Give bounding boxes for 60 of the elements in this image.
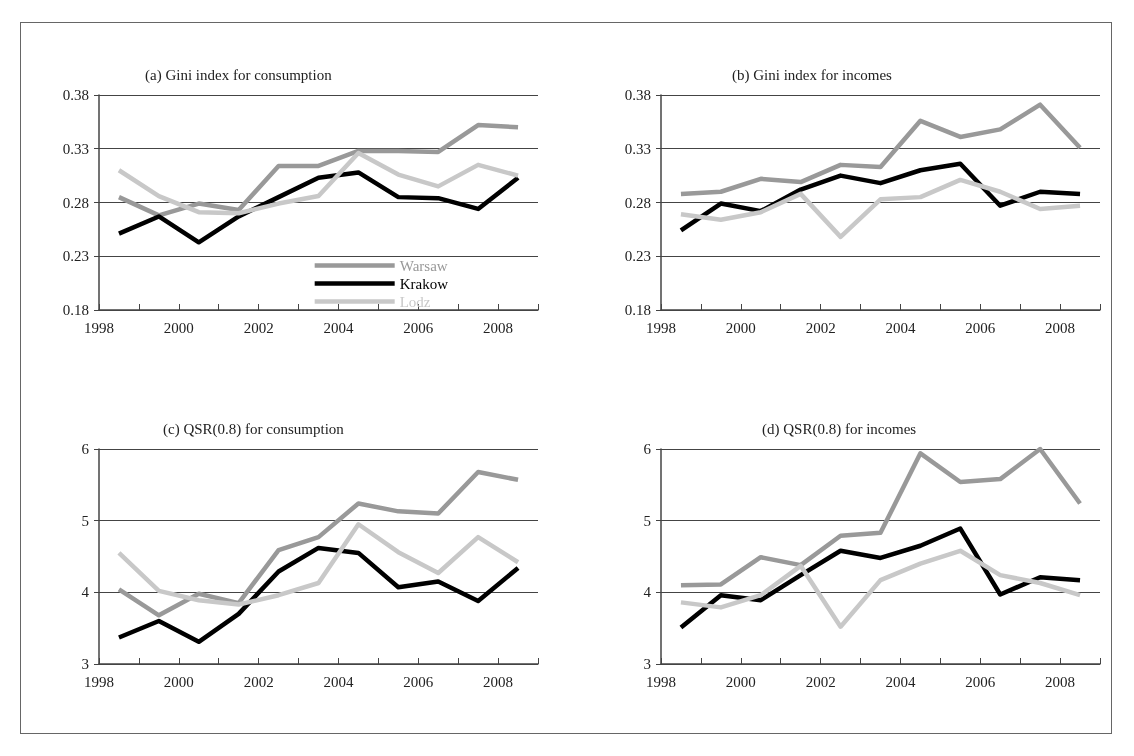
line-series xyxy=(678,526,1083,630)
y-tick-label: 0.38 xyxy=(62,87,89,103)
x-tick-label: 2006 xyxy=(403,673,434,690)
y-tick-label: 6 xyxy=(81,441,90,457)
y-tick-label: 0.18 xyxy=(624,302,651,318)
x-tick-label: 2004 xyxy=(885,319,916,336)
y-tick-label: 0.23 xyxy=(62,248,89,265)
y-tick-label: 0.28 xyxy=(62,194,89,211)
chart-title: (a) Gini index for consumption xyxy=(145,66,333,84)
x-tick-label: 2000 xyxy=(163,673,194,690)
y-tick-label: 0.38 xyxy=(624,87,651,103)
x-tick-label: 2000 xyxy=(725,673,756,690)
x-tick-label: 2008 xyxy=(483,319,514,336)
x-tick-label: 1998 xyxy=(646,319,676,336)
y-tick-label: 0.18 xyxy=(62,302,89,318)
y-tick-label: 0.33 xyxy=(62,140,89,157)
y-tick-label: 5 xyxy=(643,512,651,529)
line-series xyxy=(116,122,521,218)
text: Krakow xyxy=(399,275,449,292)
x-tick-label: 2004 xyxy=(885,673,916,690)
y-tick-label: 4 xyxy=(81,584,90,601)
x-tick-label: 1998 xyxy=(646,673,676,690)
chart-title: (d) QSR(0.8) for incomes xyxy=(762,420,917,438)
line-series xyxy=(116,170,521,245)
line-series xyxy=(678,446,1083,588)
x-tick-label: 2004 xyxy=(323,319,354,336)
line-series xyxy=(116,150,521,216)
y-tick-label: 3 xyxy=(643,656,651,672)
line-series xyxy=(678,177,1083,240)
x-tick-label: 2004 xyxy=(323,673,354,690)
y-tick-label: 0.28 xyxy=(624,194,651,211)
y-tick-label: 0.33 xyxy=(624,140,651,157)
x-tick-label: 2006 xyxy=(403,319,434,336)
x-tick-label: 2002 xyxy=(243,319,274,336)
x-tick-label: 2002 xyxy=(805,319,836,336)
line-series xyxy=(116,522,521,607)
y-tick-label: 6 xyxy=(643,441,652,457)
y-tick-label: 3 xyxy=(81,656,89,672)
line-series xyxy=(678,102,1083,197)
line-series xyxy=(678,548,1083,629)
x-tick-label: 2002 xyxy=(243,673,274,690)
x-tick-label: 1998 xyxy=(84,673,114,690)
x-tick-label: 2008 xyxy=(1045,673,1076,690)
x-tick-label: 2006 xyxy=(965,673,996,690)
line-series xyxy=(116,469,521,618)
y-tick-label: 0.23 xyxy=(624,248,651,265)
x-tick-label: 2008 xyxy=(483,673,514,690)
chart-title: (c) QSR(0.8) for consumption xyxy=(163,420,345,438)
text: Warsaw xyxy=(399,257,448,274)
x-tick-label: 2000 xyxy=(725,319,756,336)
x-tick-label: 2008 xyxy=(1045,319,1076,336)
x-tick-label: 1998 xyxy=(84,319,114,336)
y-tick-label: 4 xyxy=(643,584,652,601)
x-tick-label: 2002 xyxy=(805,673,836,690)
x-tick-label: 2006 xyxy=(965,319,996,336)
y-tick-label: 5 xyxy=(81,512,89,529)
chart-title: (b) Gini index for incomes xyxy=(732,66,893,84)
x-tick-label: 2000 xyxy=(163,319,194,336)
text: Lodz xyxy=(399,293,431,310)
line-series xyxy=(116,545,521,645)
